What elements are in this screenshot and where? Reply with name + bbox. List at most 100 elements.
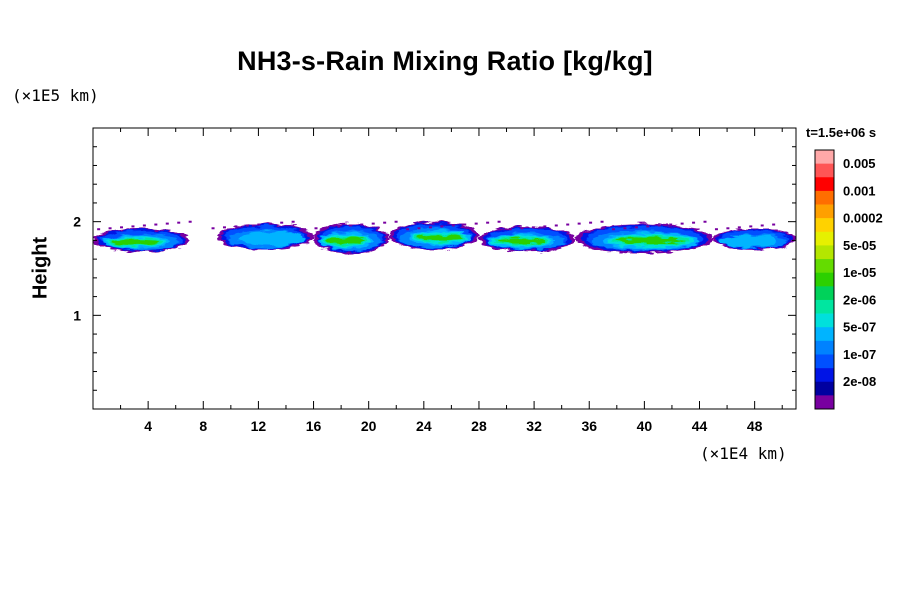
mixing-ratio-field <box>93 220 796 254</box>
cloud-speck <box>154 223 158 226</box>
cloud-speck <box>486 221 490 224</box>
cloud-speck <box>188 220 192 223</box>
cloud-speck <box>280 221 284 224</box>
cloud-speck <box>749 225 753 228</box>
cloud-contour <box>719 235 778 248</box>
x-tick-label: 4 <box>144 418 152 434</box>
x-tick-label: 28 <box>471 418 487 434</box>
cloud-speck <box>348 224 352 227</box>
chart-title: NH3-s-Rain Mixing Ratio [kg/kg] <box>237 46 653 76</box>
cloud-speck <box>314 227 318 230</box>
plot-frame <box>92 127 797 410</box>
cloud-speck <box>131 225 135 228</box>
legend-color-band <box>815 395 834 410</box>
cloud-speck <box>142 224 146 227</box>
cloud-speck <box>509 228 513 231</box>
legend-color-band <box>815 340 834 355</box>
cloud-speck <box>589 221 593 224</box>
legend-color-band <box>815 177 834 192</box>
legend-level-label: 2e-06 <box>843 292 876 307</box>
cloud-speck <box>222 226 226 229</box>
cloud-speck <box>669 223 673 226</box>
cloud-speck <box>646 225 650 228</box>
cloud-speck <box>703 220 707 223</box>
legend-color-band <box>815 163 834 178</box>
legend-color-band <box>815 286 834 301</box>
x-tick-label: 44 <box>692 418 708 434</box>
cloud-contour <box>326 237 365 244</box>
x-tick-label: 16 <box>306 418 322 434</box>
legend-color-band <box>815 190 834 205</box>
cloud-speck <box>577 222 581 225</box>
legend-level-label: 0.001 <box>843 183 876 198</box>
cloud-contour <box>237 231 306 246</box>
cloud-speck <box>303 228 307 231</box>
legend-level-label: 0.005 <box>843 156 876 171</box>
cloud-speck <box>497 220 501 223</box>
cloud-speck <box>440 225 444 228</box>
x-tick-label: 12 <box>251 418 267 434</box>
y-axis-unit: (×1E5 km) <box>12 86 99 105</box>
cloud-speck <box>543 225 547 228</box>
x-tick-label: 32 <box>526 418 542 434</box>
cloud-contour <box>497 238 545 244</box>
cloud-speck <box>371 222 375 225</box>
cloud-speck <box>211 227 215 230</box>
cloud-speck <box>245 224 249 227</box>
cloud-speck <box>383 221 387 224</box>
x-tick-label: 36 <box>581 418 597 434</box>
cloud-speck <box>726 227 730 230</box>
cloud-speck <box>394 220 398 223</box>
cloud-speck <box>428 226 432 229</box>
x-tick-label: 48 <box>747 418 763 434</box>
cloud-speck <box>634 226 638 229</box>
legend-time-label: t=1.5e+06 s <box>806 125 877 140</box>
legend-color-band <box>815 231 834 246</box>
cloud-speck <box>600 220 604 223</box>
cloud-speck <box>520 227 524 230</box>
legend-color-band <box>815 245 834 260</box>
cloud-speck <box>177 221 181 224</box>
legend-color-band <box>815 150 834 164</box>
cloud-speck <box>554 224 558 227</box>
cloud-speck <box>772 223 776 226</box>
legend-level-label: 5e-05 <box>843 238 876 253</box>
cloud-speck <box>406 228 410 231</box>
cloud-speck <box>337 225 341 228</box>
cloud-speck <box>165 222 169 225</box>
cloud-speck <box>531 226 535 229</box>
legend-color-band <box>815 354 834 369</box>
y-tick-label: 2 <box>73 214 81 230</box>
cloud-contour <box>616 237 685 244</box>
cloud-contour <box>418 235 463 241</box>
cloud-speck <box>463 223 467 226</box>
cloud-speck <box>108 227 112 230</box>
x-tick-label: 8 <box>199 418 207 434</box>
x-axis-unit: (×1E4 km) <box>700 444 787 463</box>
cloud-speck <box>680 222 684 225</box>
legend-color-band <box>815 299 834 314</box>
x-tick-label: 20 <box>361 418 377 434</box>
y-tick-label: 1 <box>73 307 81 323</box>
cloud-speck <box>360 223 364 226</box>
cloud-speck <box>737 226 741 229</box>
cloud-speck <box>611 228 615 231</box>
legend-color-band <box>815 272 834 287</box>
cloud-speck <box>268 222 272 225</box>
cloud-speck <box>657 224 661 227</box>
legend-level-label: 1e-05 <box>843 265 876 280</box>
cloud-contour <box>111 239 159 245</box>
legend-color-band <box>815 327 834 342</box>
legend-color-band <box>815 313 834 328</box>
legend-level-label: 5e-07 <box>843 320 876 335</box>
cloud-speck <box>417 227 421 230</box>
cloud-speck <box>97 228 101 231</box>
legend-color-band <box>815 259 834 273</box>
cloud-speck <box>714 228 718 231</box>
cloud-layer <box>93 221 796 254</box>
cloud-speck <box>451 224 455 227</box>
cloud-speck <box>760 224 764 227</box>
legend-color-band <box>815 218 834 233</box>
